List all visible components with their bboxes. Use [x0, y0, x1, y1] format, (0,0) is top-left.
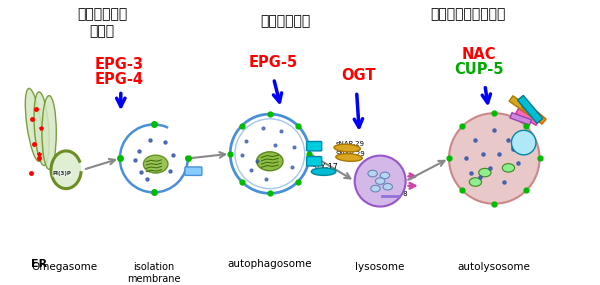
Text: EPG-5: EPG-5 — [249, 55, 298, 70]
Polygon shape — [51, 151, 81, 189]
Text: 自噬小体成熟: 自噬小体成熟 — [261, 14, 311, 28]
Ellipse shape — [376, 178, 385, 184]
Ellipse shape — [371, 185, 380, 192]
Ellipse shape — [311, 168, 336, 176]
Text: lysosome: lysosome — [355, 262, 405, 272]
Text: STX-17: STX-17 — [311, 163, 338, 172]
Ellipse shape — [380, 172, 389, 179]
Text: sNAP-29: sNAP-29 — [336, 141, 365, 147]
Ellipse shape — [34, 92, 49, 166]
Text: EPG-3: EPG-3 — [94, 57, 143, 72]
Ellipse shape — [257, 152, 283, 171]
Polygon shape — [518, 95, 543, 123]
Ellipse shape — [383, 184, 392, 190]
Polygon shape — [521, 102, 546, 124]
Circle shape — [120, 125, 188, 192]
Text: NAC: NAC — [462, 47, 496, 62]
Ellipse shape — [336, 154, 362, 161]
Ellipse shape — [502, 164, 515, 172]
Polygon shape — [510, 113, 532, 125]
Ellipse shape — [42, 96, 56, 169]
Text: OGT: OGT — [341, 68, 376, 83]
Text: SNAP-29: SNAP-29 — [336, 151, 365, 157]
Text: CUP-5: CUP-5 — [454, 62, 504, 77]
Ellipse shape — [469, 178, 482, 186]
Text: 内质网与隔离
膜互作: 内质网与隔离 膜互作 — [77, 7, 127, 38]
FancyBboxPatch shape — [185, 167, 202, 176]
Text: VAMP8: VAMP8 — [385, 191, 409, 197]
Ellipse shape — [368, 170, 377, 177]
Circle shape — [230, 114, 310, 193]
Polygon shape — [509, 96, 536, 117]
Text: Omegasome: Omegasome — [31, 262, 97, 272]
Text: 自噬溶酶体降解底物: 自噬溶酶体降解底物 — [430, 7, 506, 22]
Ellipse shape — [143, 155, 168, 173]
Polygon shape — [515, 109, 539, 125]
FancyBboxPatch shape — [307, 141, 322, 151]
FancyBboxPatch shape — [307, 156, 322, 166]
Circle shape — [449, 113, 539, 204]
Ellipse shape — [479, 168, 491, 177]
Ellipse shape — [334, 144, 361, 152]
Circle shape — [235, 119, 305, 189]
Text: PI(3)P: PI(3)P — [53, 171, 72, 176]
Text: autophagosome: autophagosome — [227, 259, 312, 269]
Ellipse shape — [25, 88, 43, 162]
Circle shape — [355, 156, 406, 207]
Text: isolation
membrane: isolation membrane — [127, 262, 181, 284]
Text: ER: ER — [31, 259, 47, 269]
Text: EPG-4: EPG-4 — [94, 72, 143, 87]
Circle shape — [511, 130, 536, 155]
Text: autolysosome: autolysosome — [458, 262, 531, 272]
Ellipse shape — [512, 143, 524, 151]
